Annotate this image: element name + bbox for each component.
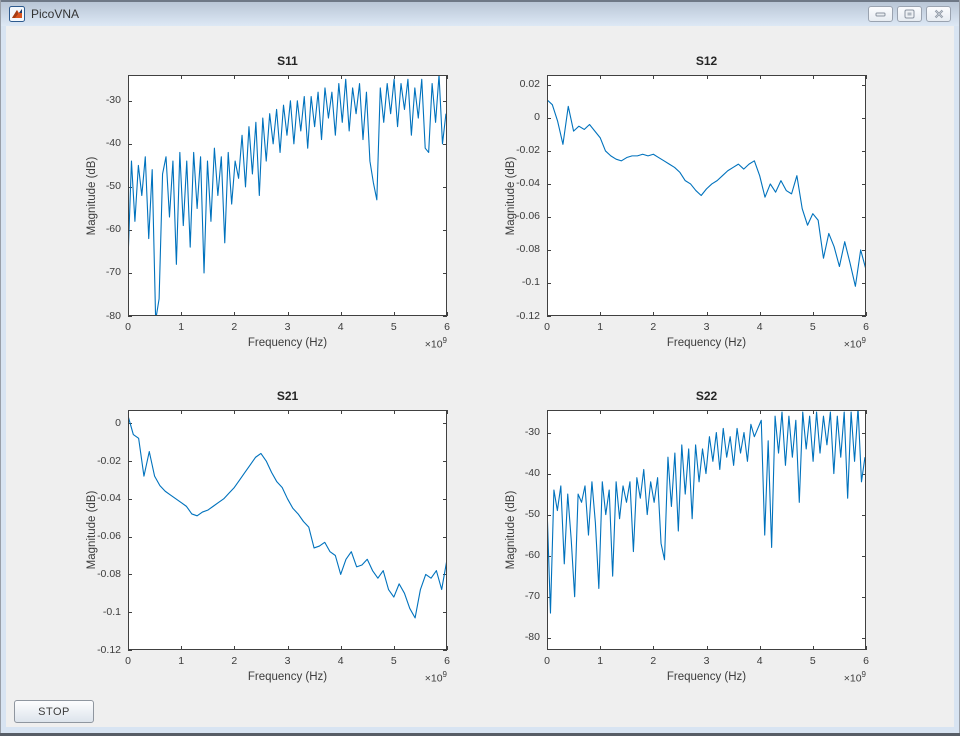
data-line-s11 <box>128 75 447 316</box>
y-tick-label: -0.04 <box>97 492 121 505</box>
window-title: PicoVNA <box>31 7 80 21</box>
titlebar[interactable]: PicoVNA <box>1 2 959 26</box>
y-axis-label: Magnitude (dB) <box>86 156 98 235</box>
plot-s21 <box>128 410 448 651</box>
x-tick-label: 4 <box>756 655 763 667</box>
plot-title-s12: S12 <box>695 54 718 68</box>
x-tick-label: 1 <box>597 655 604 667</box>
x-tick-label: 5 <box>390 321 397 333</box>
x-axis-label: Frequency (Hz) <box>247 671 328 683</box>
x-tick-label: 5 <box>809 655 816 667</box>
x-tick-label: 1 <box>597 321 604 333</box>
y-tick-label: 0 <box>115 416 121 429</box>
x-tick-label: 0 <box>544 321 550 333</box>
x-scale-multiplier: ×109 <box>424 336 447 351</box>
y-axis-label: Magnitude (dB) <box>505 490 517 570</box>
y-tick-label: -50 <box>524 508 540 521</box>
x-tick-label: 2 <box>650 321 657 333</box>
x-tick-label: 1 <box>178 321 185 333</box>
x-tick-label: 5 <box>809 321 816 333</box>
stop-button[interactable]: STOP <box>14 700 94 723</box>
y-tick-label: -0.06 <box>516 210 540 223</box>
minimize-icon <box>875 12 886 17</box>
plot-title-s11: S11 <box>277 54 298 68</box>
x-tick-label: 4 <box>337 321 344 333</box>
plot-title-s22: S22 <box>695 389 718 403</box>
close-button[interactable] <box>926 6 951 22</box>
x-scale-multiplier: ×109 <box>424 670 447 685</box>
x-axis-label: Frequency (Hz) <box>247 337 328 349</box>
x-scale-multiplier: ×109 <box>843 670 866 685</box>
y-tick-label: -0.02 <box>97 454 121 467</box>
y-axis-label: Magnitude (dB) <box>86 490 98 570</box>
y-tick-label: -80 <box>105 309 121 322</box>
x-tick-label: 2 <box>650 655 657 667</box>
plot-s11 <box>128 75 448 317</box>
x-tick-label: 6 <box>863 321 869 333</box>
close-icon <box>934 9 943 19</box>
y-tick-label: -30 <box>524 426 540 439</box>
x-tick-label: 0 <box>125 321 131 333</box>
x-tick-label: 3 <box>284 655 291 667</box>
x-tick-label: 6 <box>444 655 450 667</box>
x-tick-label: 1 <box>178 655 185 667</box>
x-axis-label: Frequency (Hz) <box>666 337 747 349</box>
window-border-top <box>0 0 960 2</box>
matlab-app-icon <box>9 6 25 22</box>
y-tick-label: -30 <box>105 94 121 107</box>
x-tick-label: 3 <box>703 655 710 667</box>
y-tick-label: 0.02 <box>519 78 540 91</box>
y-tick-label: -0.04 <box>516 177 540 190</box>
data-line-s12 <box>547 99 866 287</box>
y-tick-label: -60 <box>105 223 121 236</box>
x-tick-label: 6 <box>863 655 869 667</box>
y-tick-label: -0.06 <box>97 530 121 543</box>
x-tick-label: 4 <box>756 321 763 333</box>
y-tick-label: -50 <box>105 180 121 193</box>
y-tick-label: 0 <box>534 111 540 124</box>
y-tick-label: -60 <box>524 549 540 562</box>
y-tick-label: -0.02 <box>516 144 540 157</box>
plot-title-s21: S21 <box>276 389 299 403</box>
y-tick-label: -70 <box>105 266 121 279</box>
plot-s22 <box>547 410 867 650</box>
window-controls <box>868 6 951 22</box>
y-tick-label: -0.12 <box>516 309 540 322</box>
x-tick-label: 0 <box>544 655 550 667</box>
data-line-s22 <box>547 410 866 614</box>
x-tick-label: 6 <box>444 321 450 333</box>
x-scale-multiplier: ×109 <box>843 336 866 351</box>
y-tick-label: -40 <box>524 467 540 480</box>
x-axis-label: Frequency (Hz) <box>666 671 747 683</box>
y-tick-label: -40 <box>105 137 121 150</box>
x-tick-label: 3 <box>284 321 291 333</box>
x-tick-label: 0 <box>125 655 131 667</box>
y-tick-label: -0.1 <box>521 276 540 289</box>
y-tick-label: -80 <box>524 631 540 644</box>
x-tick-label: 4 <box>337 655 344 667</box>
y-tick-label: -0.08 <box>516 243 540 256</box>
x-tick-label: 2 <box>231 655 238 667</box>
maximize-icon <box>904 9 915 19</box>
window-border-bottom <box>0 733 960 736</box>
maximize-button[interactable] <box>897 6 922 22</box>
window-border-left <box>0 0 1 736</box>
y-tick-label: -0.08 <box>97 567 121 580</box>
y-tick-label: -0.1 <box>102 605 121 618</box>
y-tick-label: -0.12 <box>97 643 121 656</box>
x-tick-label: 5 <box>390 655 397 667</box>
plot-s12 <box>547 75 867 317</box>
x-tick-label: 3 <box>703 321 710 333</box>
y-axis-label: Magnitude (dB) <box>505 156 517 235</box>
y-tick-label: -70 <box>524 590 540 603</box>
x-tick-label: 2 <box>231 321 238 333</box>
data-line-s21 <box>128 415 447 619</box>
minimize-button[interactable] <box>868 6 893 22</box>
